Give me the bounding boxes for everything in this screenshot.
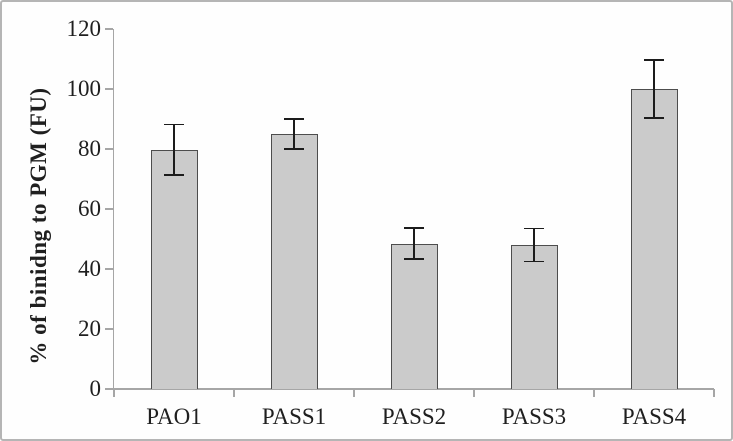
y-tick-label: 20 [78, 316, 101, 341]
error-bar-cap-top-pass2 [404, 227, 424, 229]
error-bar-cap-top-pass4 [644, 59, 664, 61]
bar-pao1 [150, 149, 198, 389]
error-bar-line-pass1 [293, 119, 295, 149]
error-bar-cap-top-pass3 [524, 227, 544, 230]
x-tick [353, 389, 355, 397]
y-tick-label: 60 [78, 196, 101, 221]
error-bar-line-pass4 [653, 60, 655, 118]
x-tick [593, 389, 595, 397]
error-bar-cap-bottom-pass1 [284, 148, 304, 150]
bar-pass4 [630, 89, 678, 389]
x-tick-label-pass3: PASS3 [501, 404, 567, 429]
y-tick-label: 0 [89, 376, 102, 401]
y-tick [104, 388, 113, 390]
error-bar-cap-bottom-pass3 [524, 260, 544, 263]
x-tick [113, 389, 115, 397]
y-tick [104, 208, 113, 210]
y-tick-label: 80 [78, 136, 101, 161]
x-tick-label-pass4: PASS4 [621, 404, 687, 429]
y-axis-line [112, 29, 114, 389]
y-tick [104, 268, 113, 270]
x-tick [473, 389, 475, 397]
y-tick [104, 148, 113, 150]
bar-pass2 [390, 243, 438, 389]
y-tick-label: 120 [66, 16, 102, 41]
error-bar-line-pao1 [173, 124, 175, 176]
y-tick [104, 88, 113, 90]
bar-pass3 [510, 245, 558, 389]
x-tick-label-pass1: PASS1 [261, 404, 327, 429]
y-tick-label: 100 [66, 76, 102, 101]
x-tick-label-pass2: PASS2 [381, 404, 447, 429]
y-tick [104, 28, 113, 30]
error-bar-cap-top-pass1 [284, 118, 304, 120]
error-bar-cap-bottom-pao1 [164, 174, 184, 176]
error-bar-cap-top-pao1 [164, 123, 184, 126]
x-axis-line [114, 388, 714, 390]
x-tick [713, 389, 715, 397]
bar-pass1 [270, 134, 318, 389]
error-bar-cap-bottom-pass2 [404, 258, 424, 260]
x-tick-label-pao1: PAO1 [146, 404, 202, 429]
error-bar-cap-bottom-pass4 [644, 117, 664, 119]
x-tick [233, 389, 235, 397]
error-bar-line-pass3 [533, 228, 535, 262]
error-bar-line-pass2 [413, 227, 415, 260]
y-tick [104, 328, 113, 330]
y-tick-label: 40 [78, 256, 101, 281]
